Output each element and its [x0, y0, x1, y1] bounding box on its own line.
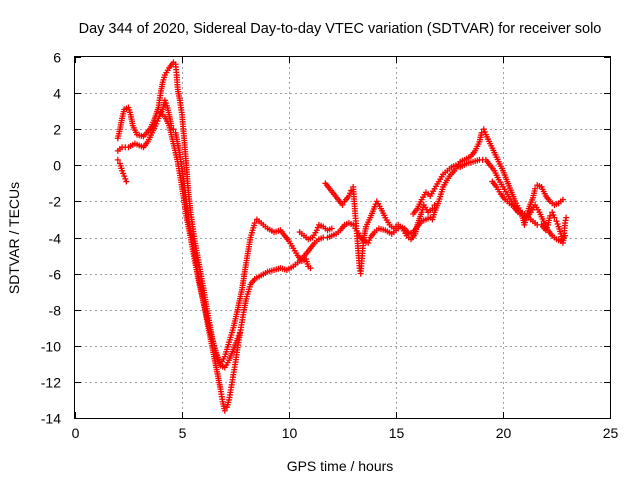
series-track-b	[114, 59, 243, 371]
data-point	[559, 196, 566, 203]
y-tick-label: -6	[49, 267, 62, 283]
data-point	[478, 129, 485, 136]
data-point	[123, 178, 130, 185]
data-point	[532, 185, 539, 192]
x-axis-label: GPS time / hours	[287, 458, 394, 474]
data-point	[119, 167, 126, 174]
plot-frame	[74, 56, 611, 419]
y-tick-label: -14	[41, 411, 61, 427]
data-point	[162, 100, 169, 107]
y-tick-label: 0	[53, 158, 61, 174]
series-track-f	[322, 180, 438, 277]
data-point	[328, 225, 335, 232]
x-tick-label: 25	[603, 425, 619, 441]
data-point	[563, 214, 570, 221]
y-tick-label: -10	[41, 339, 61, 355]
y-tick-label: 2	[53, 122, 61, 138]
data-point	[550, 211, 557, 218]
y-tick-label: -4	[49, 231, 62, 247]
data-point	[480, 126, 487, 133]
x-tick-label: 5	[179, 425, 187, 441]
data-point	[429, 205, 436, 212]
data-point	[551, 214, 558, 221]
tick-layer: 0 5 10 15 20 25 -14 -12 -10 -8 -6 -4 -2 0 2 4 6	[41, 50, 619, 442]
y-tick-label: -12	[41, 375, 61, 391]
y-tick-label: 4	[53, 86, 61, 102]
chart-title: Day 344 of 2020, Sidereal Day-to-day VTE…	[79, 21, 602, 37]
data-point	[120, 170, 127, 177]
data-point	[346, 190, 353, 197]
y-axis-label: SDTVAR / TECUs	[6, 182, 22, 294]
data-point	[547, 212, 554, 219]
grid-layer	[75, 57, 610, 418]
data-point	[121, 173, 128, 180]
data-point	[481, 128, 488, 135]
data-point	[431, 202, 438, 209]
y-tick-label: -8	[49, 303, 62, 319]
data-point	[553, 218, 560, 225]
data-point	[122, 175, 129, 182]
series-track-h	[489, 178, 569, 245]
data-point	[153, 120, 160, 127]
data-point	[366, 237, 373, 244]
data-point	[154, 118, 161, 125]
y-tick-label: 6	[53, 50, 61, 66]
series-track-d	[157, 109, 314, 367]
data-point	[221, 407, 228, 414]
data-point	[339, 202, 346, 209]
series-track-e	[296, 221, 335, 243]
data-point	[114, 156, 121, 163]
data-point	[549, 209, 556, 216]
data-point	[562, 232, 569, 239]
y-tick-label: -2	[49, 194, 62, 210]
series-track-a	[114, 156, 130, 185]
x-tick-label: 0	[72, 425, 80, 441]
data-layer	[114, 59, 570, 414]
x-tick-label: 15	[389, 425, 405, 441]
data-point	[314, 224, 321, 231]
data-point	[170, 126, 177, 133]
x-tick-label: 20	[496, 425, 512, 441]
data-point	[307, 265, 314, 272]
data-point	[554, 220, 561, 227]
x-tick-label: 10	[282, 425, 298, 441]
data-point	[161, 97, 168, 104]
data-point	[313, 227, 320, 234]
data-point	[251, 220, 258, 227]
